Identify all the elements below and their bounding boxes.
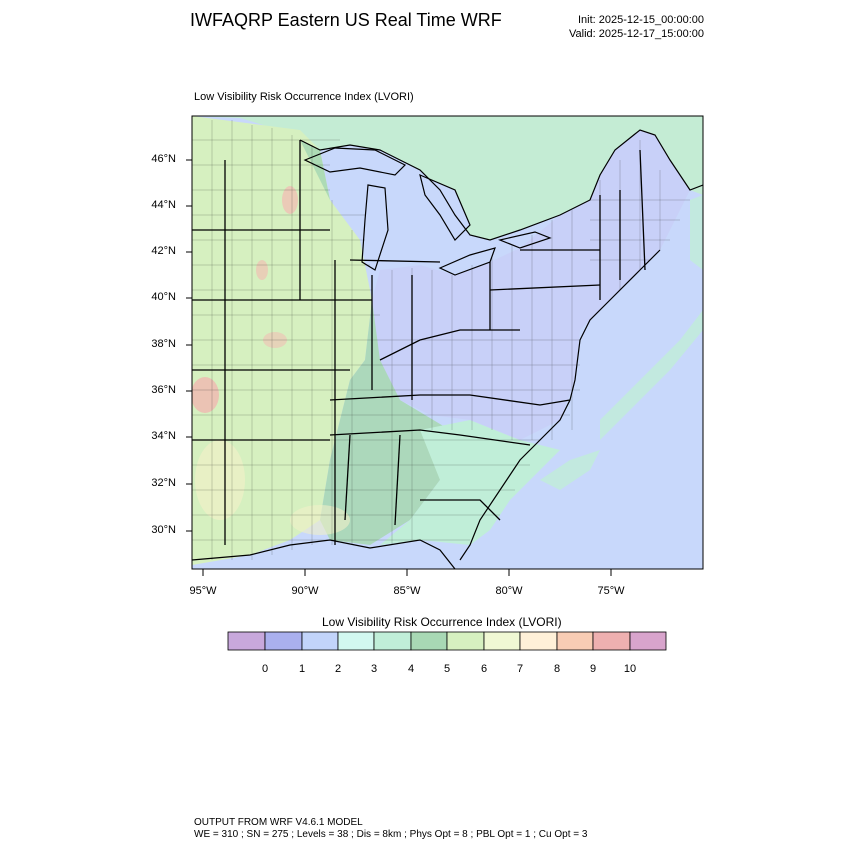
lake-superior xyxy=(305,148,405,175)
lon-label: 80°W xyxy=(495,585,523,597)
colorbar-swatch xyxy=(410,631,448,651)
high-risk-area xyxy=(192,377,219,413)
midwest-region xyxy=(300,140,450,545)
moderate-risk-area xyxy=(290,505,350,535)
colorbar-swatch xyxy=(373,631,412,651)
colorbar-label: 7 xyxy=(516,663,524,675)
colorbar-swatch xyxy=(556,631,594,651)
colorbar-label: 2 xyxy=(334,663,342,675)
colorbar-swatch xyxy=(264,631,303,651)
offshore-band xyxy=(690,195,703,270)
offshore-band xyxy=(600,310,703,440)
colorbar-swatch xyxy=(301,631,339,651)
colorbar-swatch xyxy=(483,631,521,651)
colorbar-swatch xyxy=(227,631,266,651)
lat-label: 44°N xyxy=(151,199,176,211)
lat-label: 34°N xyxy=(151,430,176,442)
colorbar-label: 5 xyxy=(443,663,451,675)
southeast-region xyxy=(380,420,560,545)
colorbar-label: 1 xyxy=(298,663,306,675)
legend-title: Low Visibility Risk Occurrence Index (LV… xyxy=(322,615,562,629)
run-times: Init: 2025-12-15_00:00:00 Valid: 2025-12… xyxy=(569,13,704,41)
moderate-risk-area xyxy=(195,440,245,520)
colorbar xyxy=(227,631,667,651)
county-grid xyxy=(192,120,690,560)
offshore-band xyxy=(540,450,600,490)
colorbar-swatch xyxy=(629,631,667,651)
lon-label: 75°W xyxy=(597,585,625,597)
lake-huron xyxy=(420,175,470,240)
lat-label: 42°N xyxy=(151,245,176,257)
colorbar-label: 8 xyxy=(553,663,561,675)
high-risk-area xyxy=(282,186,298,214)
axis-ticks xyxy=(186,159,612,576)
lon-label: 95°W xyxy=(189,585,217,597)
colorbar-swatch xyxy=(519,631,558,651)
valid-time: Valid: 2025-12-17_15:00:00 xyxy=(569,28,704,40)
colorbar-swatch xyxy=(446,631,485,651)
colorbar-label: 4 xyxy=(407,663,415,675)
high-risk-area xyxy=(256,260,268,280)
colorbar-label: 0 xyxy=(261,663,269,675)
colorbar-swatch xyxy=(592,631,631,651)
northeast-region xyxy=(372,130,690,440)
lon-label: 90°W xyxy=(291,585,319,597)
colorbar-label: 10 xyxy=(623,663,637,675)
colorbar-label: 6 xyxy=(480,663,488,675)
colorbar-swatch xyxy=(337,631,375,651)
lat-label: 36°N xyxy=(151,384,176,396)
colorbar-label: 9 xyxy=(589,663,597,675)
map-subtitle: Low Visibility Risk Occurrence Index (LV… xyxy=(194,91,414,103)
model-info: OUTPUT FROM WRF V4.6.1 MODEL xyxy=(194,817,363,828)
lat-label: 30°N xyxy=(151,524,176,536)
state-borders xyxy=(192,140,646,545)
canada-land xyxy=(192,116,703,240)
lon-label: 85°W xyxy=(393,585,421,597)
colorbar-label: 3 xyxy=(370,663,378,675)
model-config: WE = 310 ; SN = 275 ; Levels = 38 ; Dis … xyxy=(194,829,588,840)
lat-label: 40°N xyxy=(151,291,176,303)
coastline xyxy=(192,129,703,569)
map-frame xyxy=(191,115,704,570)
init-time: Init: 2025-12-15_00:00:00 xyxy=(578,14,704,26)
figure-title: IWFAQRP Eastern US Real Time WRF xyxy=(190,10,502,30)
lat-label: 46°N xyxy=(151,153,176,165)
lake-erie xyxy=(440,248,495,275)
lat-label: 32°N xyxy=(151,477,176,489)
lat-label: 38°N xyxy=(151,338,176,350)
